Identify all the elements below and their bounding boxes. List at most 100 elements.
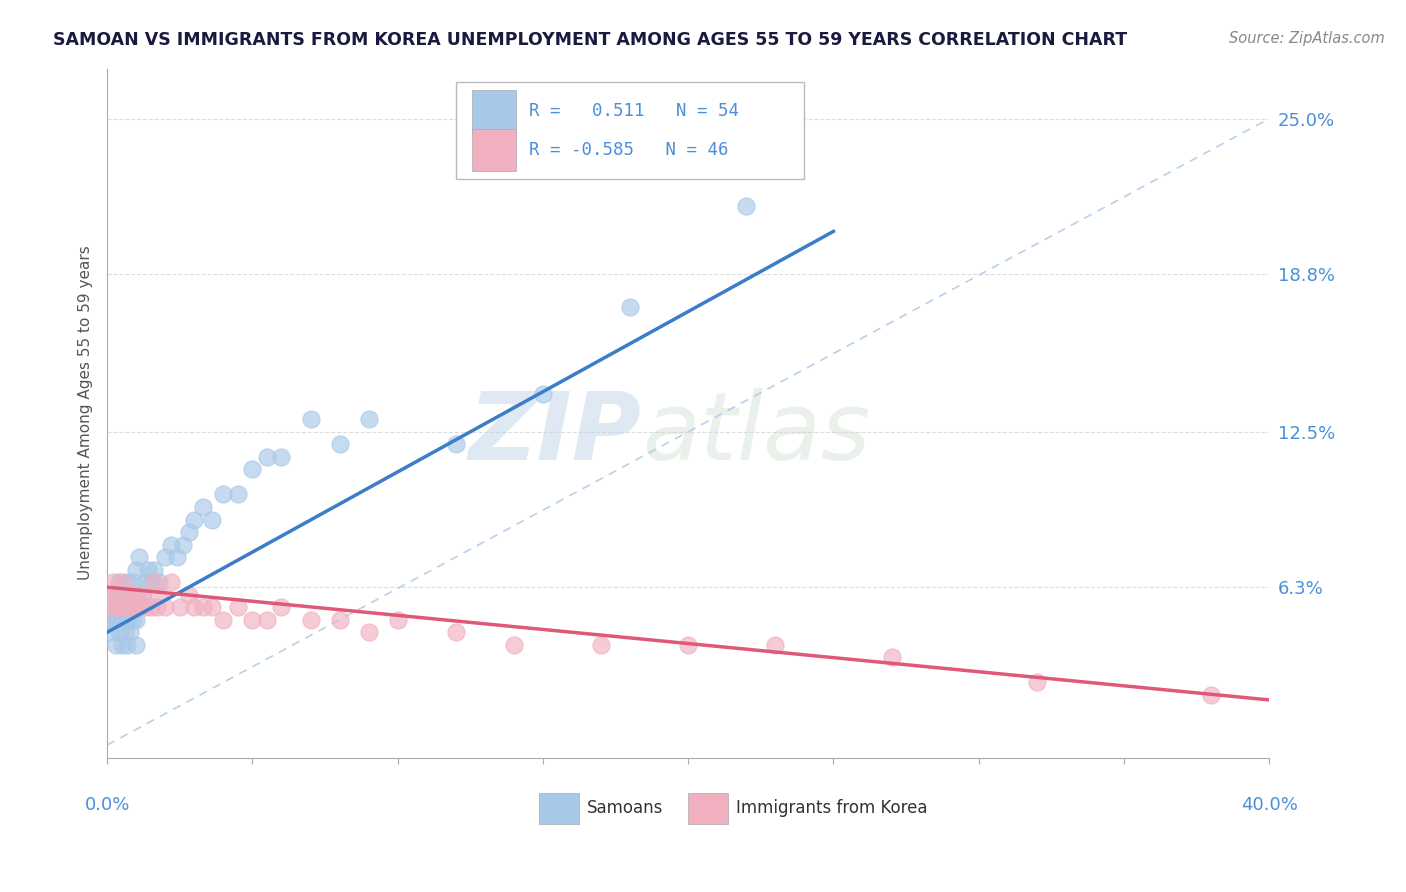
Point	[1199, 688, 1222, 702]
Point	[212, 487, 235, 501]
Point	[114, 588, 136, 602]
Point	[242, 613, 264, 627]
Point	[96, 600, 118, 615]
Text: 0.0%: 0.0%	[84, 797, 129, 814]
Text: 40.0%: 40.0%	[1240, 797, 1298, 814]
Point	[270, 600, 292, 615]
Point	[299, 613, 322, 627]
Point	[242, 462, 264, 476]
Text: Immigrants from Korea: Immigrants from Korea	[735, 799, 928, 817]
Point	[226, 487, 249, 501]
Point	[735, 199, 758, 213]
Point	[128, 600, 150, 615]
Point	[160, 538, 183, 552]
FancyBboxPatch shape	[472, 129, 516, 171]
FancyBboxPatch shape	[456, 82, 804, 178]
Point	[212, 613, 235, 627]
Text: atlas: atlas	[641, 388, 870, 479]
Point	[880, 650, 903, 665]
Point	[357, 412, 380, 426]
Point	[177, 524, 200, 539]
Point	[131, 588, 153, 602]
Point	[502, 638, 524, 652]
Point	[96, 613, 118, 627]
Point	[117, 575, 139, 590]
Text: ZIP: ZIP	[468, 388, 641, 480]
Point	[125, 613, 148, 627]
Point	[148, 588, 170, 602]
Point	[107, 600, 129, 615]
Point	[619, 300, 641, 314]
Point	[101, 600, 124, 615]
Point	[256, 613, 278, 627]
Point	[145, 600, 167, 615]
Point	[256, 450, 278, 464]
Point	[160, 575, 183, 590]
Text: R =   0.511   N = 54: R = 0.511 N = 54	[529, 102, 740, 120]
Point	[299, 412, 322, 426]
Point	[111, 638, 134, 652]
Point	[183, 512, 205, 526]
Point	[104, 588, 127, 602]
Point	[169, 600, 191, 615]
Point	[166, 550, 188, 565]
Point	[589, 638, 612, 652]
Y-axis label: Unemployment Among Ages 55 to 59 years: Unemployment Among Ages 55 to 59 years	[79, 245, 93, 581]
Text: SAMOAN VS IMMIGRANTS FROM KOREA UNEMPLOYMENT AMONG AGES 55 TO 59 YEARS CORRELATI: SAMOAN VS IMMIGRANTS FROM KOREA UNEMPLOY…	[53, 31, 1128, 49]
Point	[134, 600, 156, 615]
Point	[357, 625, 380, 640]
Point	[139, 600, 162, 615]
Point	[120, 625, 142, 640]
Point	[117, 613, 139, 627]
Point	[107, 575, 129, 590]
Point	[122, 575, 145, 590]
Point	[136, 563, 159, 577]
Point	[125, 563, 148, 577]
Text: R = -0.585   N = 46: R = -0.585 N = 46	[529, 141, 728, 160]
Point	[329, 437, 352, 451]
Point	[676, 638, 699, 652]
Point	[117, 600, 139, 615]
Point	[104, 613, 127, 627]
Point	[120, 600, 142, 615]
Point	[444, 625, 467, 640]
Point	[134, 575, 156, 590]
Point	[98, 625, 121, 640]
Point	[155, 550, 177, 565]
Point	[114, 625, 136, 640]
Point	[107, 625, 129, 640]
Point	[177, 588, 200, 602]
Point	[226, 600, 249, 615]
Point	[111, 613, 134, 627]
Point	[142, 575, 165, 590]
Point	[172, 538, 194, 552]
Point	[139, 575, 162, 590]
Point	[183, 600, 205, 615]
Point	[155, 600, 177, 615]
Point	[120, 600, 142, 615]
FancyBboxPatch shape	[688, 793, 728, 823]
Point	[125, 600, 148, 615]
Point	[104, 588, 127, 602]
Point	[96, 588, 118, 602]
Point	[111, 575, 134, 590]
Point	[131, 588, 153, 602]
Point	[98, 600, 121, 615]
Point	[104, 638, 127, 652]
Point	[125, 588, 148, 602]
Point	[122, 613, 145, 627]
Point	[114, 600, 136, 615]
Point	[117, 588, 139, 602]
Point	[270, 450, 292, 464]
Point	[148, 575, 170, 590]
Point	[1025, 675, 1047, 690]
Point	[142, 563, 165, 577]
Point	[101, 613, 124, 627]
Point	[128, 600, 150, 615]
Point	[763, 638, 786, 652]
Point	[104, 600, 127, 615]
Point	[125, 638, 148, 652]
Point	[122, 588, 145, 602]
FancyBboxPatch shape	[540, 793, 579, 823]
Point	[387, 613, 409, 627]
